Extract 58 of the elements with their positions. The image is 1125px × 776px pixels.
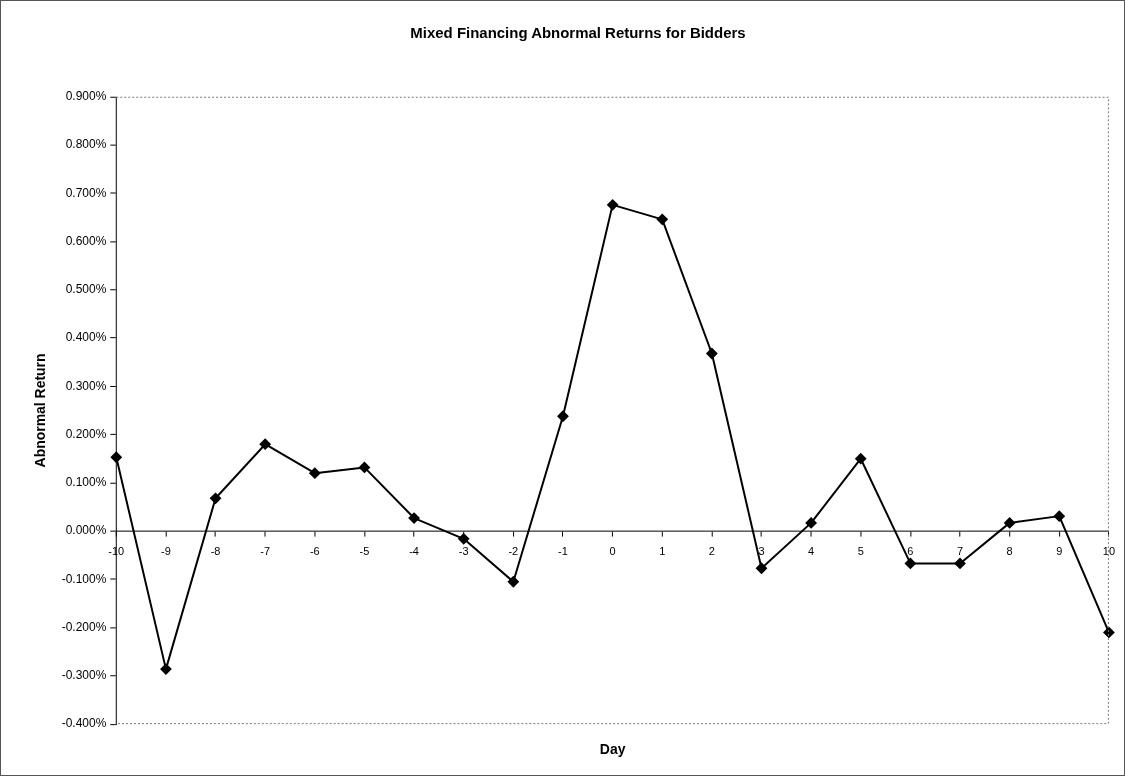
point — [805, 517, 817, 529]
y-tick-label: 0.500% — [65, 282, 107, 297]
point — [408, 512, 420, 524]
point — [706, 348, 718, 359]
point — [656, 213, 668, 225]
y-axis-title: Abnormal Return — [32, 353, 49, 468]
x-tick-label: -1 — [558, 544, 568, 557]
point — [607, 199, 619, 211]
y-tick-label: 0.800% — [65, 137, 107, 152]
y-tick-label: 0.700% — [65, 185, 107, 200]
x-tick-label: -9 — [161, 544, 171, 557]
chart-title: Mixed Financing Abnormal Returns for Bidders — [410, 24, 746, 42]
point — [210, 492, 222, 504]
x-tick-label: 0 — [609, 544, 616, 557]
x-tick-label: 3 — [758, 544, 765, 557]
point — [557, 410, 569, 422]
y-tick-label: 0.100% — [65, 475, 107, 490]
point — [1103, 626, 1115, 638]
point — [756, 562, 767, 574]
point — [358, 461, 370, 473]
point — [160, 663, 172, 675]
y-tick-label: 0.200% — [65, 426, 107, 441]
x-tick-label: 8 — [1006, 544, 1013, 557]
x-tick-label: -8 — [210, 544, 221, 557]
y-tick-label: -0.400% — [61, 716, 107, 731]
point — [855, 453, 867, 465]
y-tick-label: 0.600% — [65, 233, 107, 248]
point — [1053, 510, 1065, 522]
x-tick-label: -6 — [309, 544, 320, 557]
x-tick-label: 4 — [808, 544, 815, 557]
point — [458, 533, 470, 545]
y-tick-label: -0.200% — [61, 619, 107, 634]
point — [904, 557, 916, 569]
y-tick-label: 0.900% — [65, 89, 107, 104]
point — [954, 557, 966, 569]
point — [259, 438, 271, 450]
x-tick-label: 10 — [1102, 544, 1116, 557]
x-tick-label: -3 — [458, 544, 469, 557]
point — [110, 451, 122, 463]
point — [1004, 517, 1016, 529]
x-tick-label: -7 — [260, 544, 271, 557]
x-axis-title: Day — [599, 740, 626, 757]
y-tick-label: -0.300% — [61, 668, 107, 683]
x-tick-label: 6 — [907, 544, 914, 557]
y-tick-label: 0.400% — [65, 330, 107, 345]
x-tick-label: 9 — [1056, 544, 1063, 557]
x-tick-label: 7 — [956, 544, 964, 557]
y-tick-label: -0.100% — [61, 571, 107, 586]
x-tick-label: -5 — [359, 544, 370, 557]
x-tick-label: 5 — [857, 544, 864, 557]
y-tick-label: 0.300% — [65, 378, 107, 393]
x-tick-label: 1 — [659, 544, 666, 557]
x-tick-label: -2 — [508, 544, 519, 557]
point — [309, 467, 321, 479]
y-tick-label: 0.000% — [65, 523, 107, 538]
point — [507, 576, 519, 588]
x-tick-label: -4 — [409, 544, 419, 557]
x-tick-label: 2 — [708, 544, 715, 557]
